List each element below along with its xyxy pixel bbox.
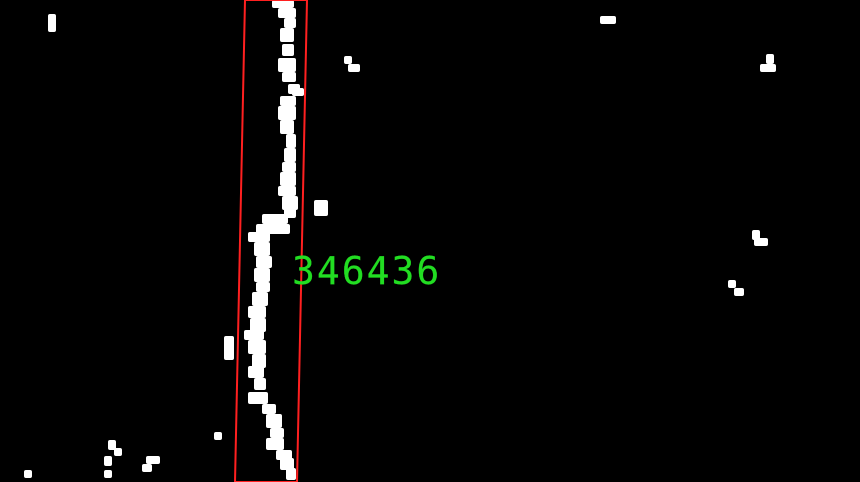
mask-blob [248, 340, 266, 354]
mask-blob [254, 268, 270, 282]
mask-blob [266, 438, 284, 450]
mask-blobs [24, 0, 776, 480]
mask-blob [600, 16, 616, 24]
mask-blob [214, 432, 222, 440]
mask-blob [24, 470, 32, 478]
detection-label: 346436 [292, 249, 442, 293]
mask-blob [254, 378, 266, 390]
mask-blob [48, 14, 56, 32]
mask-blob [248, 232, 270, 242]
mask-blob [256, 256, 272, 268]
mask-blob [734, 288, 744, 296]
mask-blob [284, 18, 296, 28]
mask-blob [278, 186, 296, 196]
mask-blob [278, 8, 296, 18]
mask-blob [272, 0, 294, 8]
mask-blob [280, 120, 294, 134]
mask-blob [252, 354, 266, 368]
mask-blob [280, 28, 294, 42]
mask-blob [104, 456, 112, 466]
mask-blob [104, 470, 112, 478]
mask-blob [286, 468, 296, 480]
mask-blob [348, 64, 360, 72]
mask-blob [224, 336, 234, 360]
mask-blob [248, 306, 266, 318]
mask-blob [244, 330, 264, 340]
mask-blob [280, 96, 296, 106]
mask-blob [282, 196, 298, 210]
mask-blob [262, 214, 288, 224]
mask-blob [754, 238, 768, 246]
mask-blob [256, 282, 270, 292]
mask-blob [314, 200, 328, 216]
mask-blob [108, 440, 116, 450]
mask-blob [256, 224, 290, 234]
mask-blob [280, 458, 294, 470]
mask-blob [282, 72, 296, 82]
detection-box [233, 0, 309, 482]
mask-blob [282, 162, 296, 172]
mask-blob [344, 56, 352, 64]
mask-blob [292, 88, 304, 96]
mask-blob [252, 292, 268, 306]
mask-blob [146, 456, 160, 464]
mask-blob [276, 450, 292, 460]
mask-blob [284, 148, 296, 162]
mask-blob [262, 404, 276, 414]
mask-blob [278, 58, 296, 72]
mask-blob [760, 64, 776, 72]
mask-blob [248, 392, 268, 404]
mask-blob [270, 428, 284, 438]
mask-blob [248, 366, 264, 378]
mask-blob [250, 318, 266, 332]
mask-blob [282, 44, 294, 56]
mask-blob [278, 106, 296, 120]
mask-blob [728, 280, 736, 288]
mask-blob [266, 414, 282, 428]
mask-blob [286, 134, 296, 148]
mask-blob [114, 448, 122, 456]
mask-blob [142, 464, 152, 472]
mask-blob [752, 230, 760, 240]
mask-blob [766, 54, 774, 64]
mask-blob [254, 242, 270, 256]
mask-blob [280, 172, 296, 186]
